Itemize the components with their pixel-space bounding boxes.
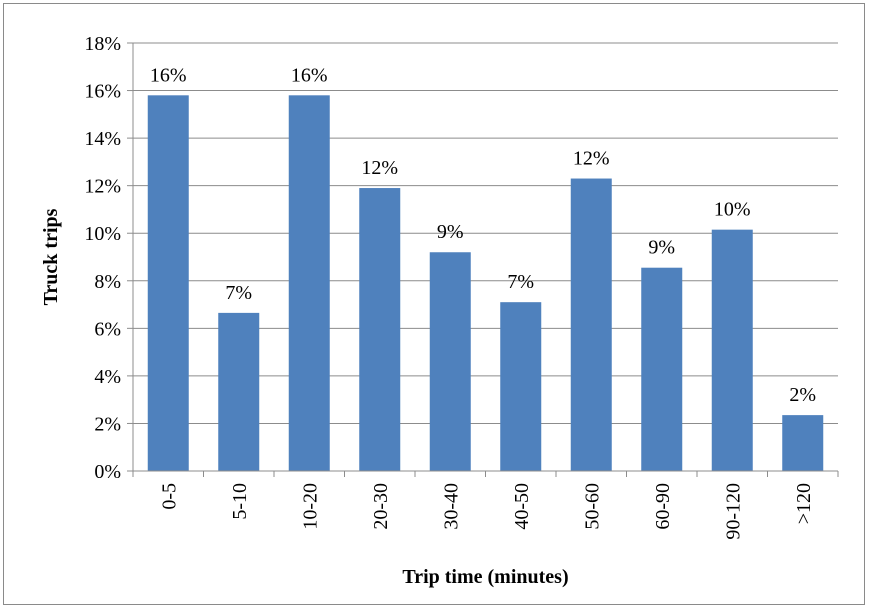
bar	[218, 312, 260, 471]
y-tick-label: 16%	[84, 81, 121, 103]
x-tick-label: 90-120	[722, 483, 744, 540]
x-axis-title: Trip time (minutes)	[402, 566, 568, 588]
data-label: 7%	[225, 282, 252, 304]
data-label: 7%	[507, 271, 534, 293]
y-tick-label: 14%	[84, 128, 121, 150]
x-tick-label: 10-20	[299, 483, 321, 530]
y-tick-label: 2%	[94, 413, 121, 435]
y-tick-label: 8%	[94, 271, 121, 293]
bar	[570, 178, 612, 472]
y-tick-label: 4%	[94, 366, 121, 388]
bar	[782, 415, 824, 471]
bar	[288, 95, 330, 472]
data-label: 9%	[437, 221, 464, 243]
y-tick-labels: 0% 2% 4% 6% 8% 10% 12% 14% 16% 18%	[84, 33, 121, 483]
y-tick-label: 10%	[84, 223, 121, 245]
x-tick-label: 20-30	[370, 483, 392, 530]
bar	[429, 252, 471, 471]
data-label: 12%	[361, 157, 398, 179]
data-label: 16%	[291, 64, 328, 86]
bar	[359, 188, 401, 472]
x-tick-labels: 0-5 5-10 10-20 20-30 30-40 40-50 50-60 60-90 90-…	[158, 483, 815, 540]
y-tick-label: 12%	[84, 176, 121, 198]
x-tick-label: 50-60	[581, 483, 603, 530]
x-tick-label: 40-50	[511, 483, 533, 530]
bar	[641, 267, 683, 471]
x-tick-label: 5-10	[229, 483, 251, 520]
data-labels: 16% 7% 16% 12% 9% 7% 12% 9% 10% 2%	[150, 64, 816, 406]
bars	[147, 95, 824, 472]
data-label: 9%	[648, 237, 675, 259]
data-label: 12%	[573, 148, 610, 170]
data-label: 2%	[789, 384, 816, 406]
x-tick-label: 30-40	[440, 483, 462, 530]
axes	[127, 42, 839, 477]
bar	[500, 302, 542, 471]
bar	[711, 229, 753, 471]
y-axis-title: Truck trips	[40, 208, 62, 305]
x-tick-label: 0-5	[158, 483, 180, 510]
chart-frame	[3, 3, 865, 605]
data-label: 16%	[150, 64, 187, 86]
data-label: 10%	[714, 199, 751, 221]
y-tick-label: 18%	[84, 33, 121, 55]
x-tick-label: 60-90	[652, 483, 674, 530]
bar	[147, 95, 189, 472]
y-tick-label: 0%	[94, 461, 121, 483]
x-tick-label: >120	[793, 483, 815, 524]
y-tick-label: 6%	[94, 318, 121, 340]
